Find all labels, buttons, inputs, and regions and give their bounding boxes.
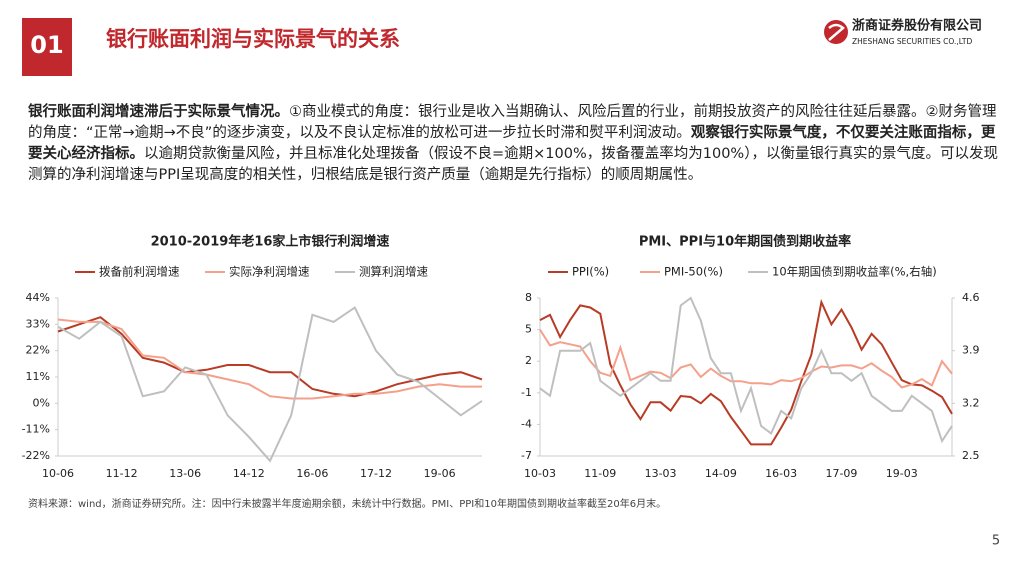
- y2-tick-label: 2.5: [962, 449, 980, 462]
- section-number: 01: [30, 31, 63, 59]
- series-line: [539, 296, 953, 444]
- x-tick-label: 11-12: [106, 467, 138, 480]
- company-en: ZHESHANG SECURITIES CO.,LTD: [852, 37, 973, 46]
- x-tick-label: 19-03: [886, 467, 918, 480]
- series-line: [57, 318, 482, 400]
- y-tick-label: 44%: [26, 291, 50, 304]
- x-tick-label: 14-12: [233, 467, 265, 480]
- series-line: [57, 306, 483, 463]
- y-tick-label: 33%: [26, 317, 50, 330]
- y-tick-label: -7: [521, 449, 532, 462]
- legend-label: PMI-50(%): [664, 265, 723, 279]
- y-tick-label: 0%: [33, 396, 50, 409]
- y2-tick-label: 4.6: [962, 291, 980, 304]
- chart-title: PMI、PPI与10年期国债到期收益率: [639, 234, 851, 250]
- y-tick-label: 11%: [26, 370, 50, 383]
- number-box: [22, 18, 72, 76]
- x-tick-label: 14-09: [705, 467, 737, 480]
- company-name: 浙商证券股份有限公司: [852, 18, 982, 34]
- y-tick-label: 8: [525, 291, 532, 304]
- x-tick-label: 13-06: [169, 467, 201, 480]
- x-tick-label: 11-09: [584, 467, 616, 480]
- x-tick-label: 16-03: [765, 467, 797, 480]
- x-tick-label: 16-06: [296, 467, 328, 480]
- y-tick-label: -11%: [22, 423, 50, 436]
- paragraph-run: 以逾期贷款衡量风险，并且标准化处理拨备（假设不良=逾期×100%，拨备覆盖率均为…: [28, 146, 998, 183]
- y-tick-label: 5: [525, 323, 532, 336]
- legend-label: 测算利润增速: [359, 265, 428, 279]
- x-tick-label: 17-09: [825, 467, 857, 480]
- paragraph-run: 观察银行实际景气度，不仅要关注账面指标，更要关心经济指标。: [28, 125, 996, 162]
- y-tick-label: 22%: [26, 344, 50, 357]
- footnote: 资料来源：wind，浙商证券研究所。注：因中行未披露半年度逾期余额，未统计中行数…: [28, 497, 666, 510]
- y2-tick-label: 3.2: [962, 396, 980, 409]
- paragraph-run: 银行账面利润增速滞后于实际景气情况。: [28, 104, 289, 120]
- legend-label: 10年期国债到期收益率(%,右轴): [772, 265, 937, 279]
- x-tick-label: 19-06: [424, 467, 456, 480]
- x-tick-label: 13-03: [645, 467, 677, 480]
- legend-label: 拨备前利润增速: [99, 265, 180, 279]
- series-line: [539, 298, 953, 446]
- series-line: [57, 316, 483, 398]
- y2-tick-label: 3.9: [962, 344, 980, 357]
- x-tick-label: 10-06: [42, 467, 74, 480]
- logo-mark: [828, 23, 845, 41]
- y-tick-label: -1: [521, 386, 532, 399]
- series-line: [539, 329, 953, 389]
- paragraph-run: ①商业模式的角度：银行业是收入当期确认、风险后置的行业，前期投放资产的风险往往延…: [28, 104, 997, 141]
- slide-title: 银行账面利润与实际景气的关系: [106, 27, 400, 51]
- legend-label: 实际净利润增速: [229, 265, 310, 279]
- y-tick-label: -4: [521, 417, 532, 430]
- y-tick-label: 2: [525, 354, 532, 367]
- page-number: 5: [992, 534, 1000, 549]
- y-tick-label: -22%: [22, 449, 50, 462]
- chart-title: 2010-2019年老16家上市银行利润增速: [151, 234, 390, 250]
- x-tick-label: 10-03: [524, 467, 556, 480]
- logo-icon: [824, 20, 848, 44]
- legend-label: PPI(%): [572, 265, 609, 279]
- body-paragraph: 银行账面利润增速滞后于实际景气情况。①商业模式的角度：银行业是收入当期确认、风险…: [28, 102, 1003, 186]
- x-tick-label: 17-12: [360, 467, 392, 480]
